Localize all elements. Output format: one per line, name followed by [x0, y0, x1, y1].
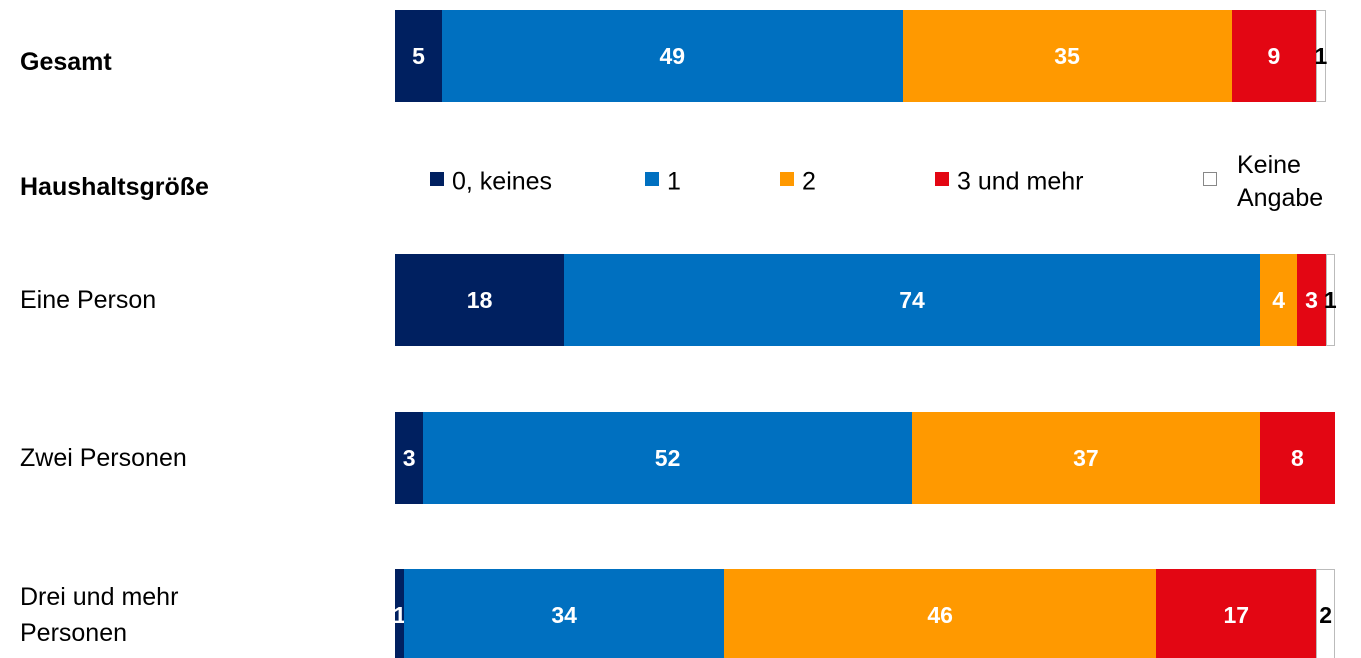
legend-marker — [780, 172, 794, 186]
bar-segment: 18 — [395, 254, 565, 346]
legend-label: 2 — [802, 167, 816, 196]
group-label: Haushaltsgröße — [20, 173, 209, 201]
legend-label: 3 und mehr — [957, 167, 1084, 196]
data-label: 49 — [659, 42, 686, 69]
bar-segment: 1 — [1323, 254, 1337, 346]
legend-label: 1 — [667, 167, 681, 196]
bar-segment: 1 — [1314, 10, 1328, 102]
data-label: 35 — [1054, 42, 1080, 69]
data-label: 46 — [927, 601, 953, 628]
data-label: 52 — [654, 444, 681, 471]
data-label: 5 — [412, 42, 425, 69]
bar-segment: 46 — [724, 569, 1157, 658]
bar-segment: 4 — [1259, 254, 1298, 346]
legend-marker — [935, 172, 949, 186]
category-label: Eine Person — [20, 286, 157, 314]
category-label: Drei und mehr Personen — [20, 583, 179, 647]
bar-segment: 74 — [564, 254, 1260, 346]
data-label: 1 — [1314, 42, 1328, 69]
bar-segment: 35 — [902, 10, 1232, 102]
bar-segment: 2 — [1316, 569, 1335, 658]
data-label: 4 — [1272, 286, 1285, 313]
bar-segment: 3 — [395, 412, 424, 504]
data-label: 3 — [1305, 286, 1318, 313]
data-label: 1 — [1323, 286, 1337, 313]
data-label: 3 — [402, 444, 416, 471]
data-label: 18 — [466, 286, 493, 313]
legend-marker — [430, 172, 444, 186]
category-label: Gesamt — [20, 48, 112, 76]
category-label: Zwei Personen — [20, 444, 187, 472]
legend-marker — [645, 172, 659, 186]
data-label: 17 — [1223, 601, 1250, 628]
data-label: 1 — [393, 601, 407, 628]
bar-segment: 1 — [393, 569, 407, 658]
legend-marker — [1203, 172, 1217, 186]
bar-segment: 3 — [1297, 254, 1326, 346]
data-label: 37 — [1073, 444, 1099, 471]
data-label: 34 — [551, 601, 577, 628]
bar-segment: 5 — [395, 10, 442, 102]
legend-label: 0, keines — [452, 167, 553, 196]
bar-segment: 17 — [1156, 569, 1317, 658]
bar-segment: 37 — [912, 412, 1260, 504]
bar-segment: 34 — [404, 569, 724, 658]
data-label: 9 — [1267, 42, 1281, 69]
legend-label: Keine Angabe — [1237, 151, 1324, 212]
bar-segment: 52 — [423, 412, 912, 504]
data-label: 8 — [1290, 444, 1304, 471]
data-label: 74 — [899, 286, 925, 313]
bar-segment: 49 — [442, 10, 903, 102]
bar-segment: 9 — [1231, 10, 1317, 102]
data-label: 2 — [1319, 601, 1332, 628]
bar-segment: 8 — [1259, 412, 1335, 504]
